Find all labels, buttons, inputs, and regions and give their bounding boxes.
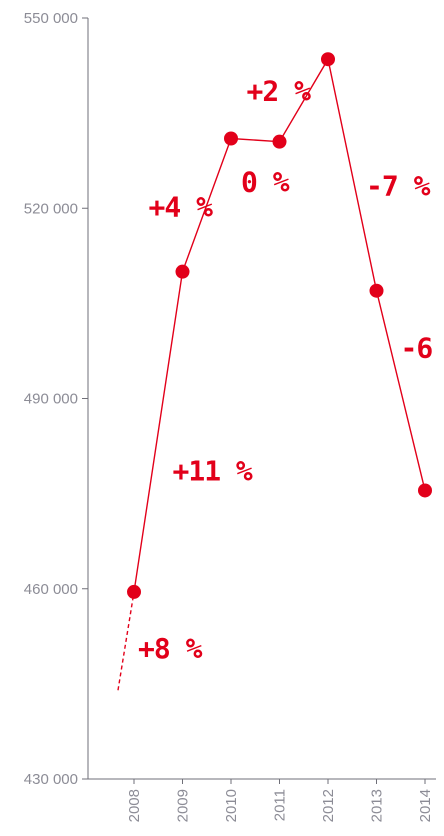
change-label: -6 % — [401, 331, 444, 364]
data-point — [175, 264, 190, 279]
y-tick-label: 520 000 — [24, 200, 78, 217]
change-label: +2 % — [247, 74, 312, 107]
y-tick-label: 460 000 — [24, 581, 78, 598]
x-tick-label: 2009 — [175, 789, 192, 822]
change-label: -7 % — [366, 170, 431, 203]
data-point — [127, 584, 141, 599]
y-tick-label: 490 000 — [24, 391, 78, 408]
change-labels: +8 % +11 % +4 % 0 % +2 % -7 % -6 % — [138, 74, 444, 664]
change-label: +8 % — [138, 632, 203, 665]
y-tick-label: 430 000 — [24, 771, 78, 788]
change-label: +4 % — [149, 190, 214, 223]
data-point — [418, 483, 432, 498]
data-series — [117, 52, 432, 691]
data-point — [369, 283, 384, 298]
x-tick-label: 2008 — [126, 789, 143, 822]
x-tick-label: 2011 — [272, 789, 289, 821]
change-label: 0 % — [241, 165, 290, 198]
data-point — [272, 134, 287, 149]
data-point — [321, 52, 335, 67]
x-tick-labels: 2008 2009 2010 2011 2012 2013 2014 — [126, 779, 434, 822]
x-tick-label: 2012 — [320, 789, 337, 822]
y-tick-labels: 430 000 460 000 490 000 520 000 550 000 — [24, 10, 88, 788]
x-tick-label: 2013 — [369, 789, 386, 822]
x-tick-label: 2014 — [417, 789, 434, 822]
lead-in-dashed-line — [117, 591, 135, 691]
y-tick-label: 550 000 — [24, 10, 78, 27]
x-tick-label: 2010 — [223, 789, 240, 822]
change-label: +11 % — [173, 455, 253, 488]
data-point — [224, 131, 238, 146]
